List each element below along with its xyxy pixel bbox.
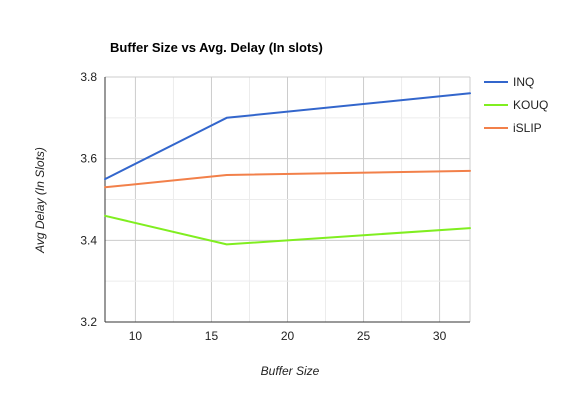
x-tick-label: 10 — [129, 329, 143, 343]
x-tick-label: 30 — [433, 329, 447, 343]
x-axis-title: Buffer Size — [261, 364, 320, 378]
legend-label-kouq: KOUQ — [513, 98, 548, 112]
legend: INQ KOUQ iSLIP — [484, 75, 548, 135]
series-line-islip — [104, 169, 471, 189]
axes: 10 15 20 25 30 3.2 3.4 3.6 3.8 — [80, 70, 470, 343]
y-tick-label: 3.4 — [80, 233, 97, 247]
y-tick-label: 3.6 — [80, 152, 97, 166]
series-lines — [104, 92, 471, 246]
y-tick-label: 3.8 — [80, 70, 97, 84]
legend-label-inq: INQ — [513, 75, 534, 89]
y-tick-label: 3.2 — [80, 315, 97, 329]
series-line-inq — [104, 92, 471, 181]
x-tick-label: 25 — [357, 329, 371, 343]
series-line-kouq — [104, 214, 471, 246]
x-tick-label: 15 — [205, 329, 219, 343]
x-tick-label: 20 — [281, 329, 295, 343]
chart-title: Buffer Size vs Avg. Delay (In slots) — [110, 40, 323, 55]
grid — [105, 76, 471, 323]
legend-label-islip: iSLIP — [513, 121, 542, 135]
y-axis-title: Avg Delay (In Slots) — [33, 147, 47, 254]
